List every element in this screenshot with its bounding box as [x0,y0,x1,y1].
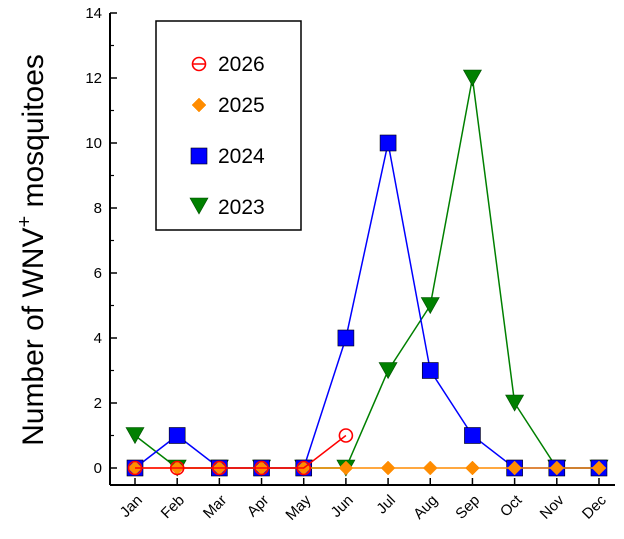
data-point-2025 [422,460,438,476]
legend-label-2023: 2023 [218,196,265,219]
y-tick-label: 4 [94,330,102,347]
legend-box [155,20,302,231]
legend-marker-2024 [190,147,208,165]
data-point-2026 [254,460,269,476]
legend-label-2025: 2025 [218,94,265,117]
y-tick-label: 14 [85,5,102,22]
data-point-2026 [212,460,227,476]
x-tick-label: Jun [328,492,357,521]
data-point-2026 [338,428,354,443]
x-tick-label: Nov [537,491,568,522]
x-tick-label: Jan [117,492,146,521]
data-point-2023 [505,394,525,412]
y-tick-label: 10 [85,135,102,152]
x-tick-label: May [282,491,314,523]
y-tick-label: 2 [94,395,102,412]
x-tick-label: Oct [497,491,526,520]
data-point-2023 [378,362,398,380]
legend-marker-2026 [191,56,207,72]
legend-label-2026: 2026 [218,53,265,76]
data-point-2026 [127,460,143,476]
y-tick-label: 6 [94,265,102,282]
data-point-2024 [379,134,397,152]
legend: 2026 2025 2024 2023 [155,20,302,231]
y-axis-label-main: Number of WNV [17,228,50,446]
legend-label-2024: 2024 [218,145,265,168]
y-axis-label-superscript: + [14,216,36,228]
data-point-2023 [462,69,482,87]
data-point-2023 [125,427,145,445]
data-point-2026 [169,460,185,476]
series-2026 [127,428,354,476]
data-point-2024 [168,427,186,444]
data-point-2025 [591,460,607,476]
legend-marker-2025 [191,97,207,113]
series-layer [125,69,609,477]
data-point-2024 [337,329,355,347]
data-point-2025 [380,460,396,476]
y-tick-label: 8 [94,200,102,217]
data-point-2026 [296,460,312,476]
data-point-2024 [464,427,481,444]
data-point-2025 [507,460,522,476]
y-tick-label: 12 [85,70,102,87]
data-point-2025 [549,460,565,476]
y-axis-label-rest: mosquitoes [17,54,50,216]
data-point-2025 [338,460,354,476]
data-point-2025 [465,460,480,476]
x-tick-label: Feb [158,492,188,522]
series-line-2026 [135,434,347,469]
x-tick-label: Sep [452,492,483,523]
x-tick-label: Apr [244,492,273,521]
legend-marker-2023 [189,197,209,215]
x-tick-label: Dec [579,491,610,522]
y-tick-label: 0 [94,460,102,477]
data-point-2023 [420,297,440,315]
data-point-2024 [421,362,439,379]
x-tick-label: Aug [410,492,441,523]
y-axis-label: Number of WNV+ mosquitoes [14,54,50,446]
x-tick-label: Mar [200,492,230,522]
x-tick-label: Jul [373,492,399,518]
